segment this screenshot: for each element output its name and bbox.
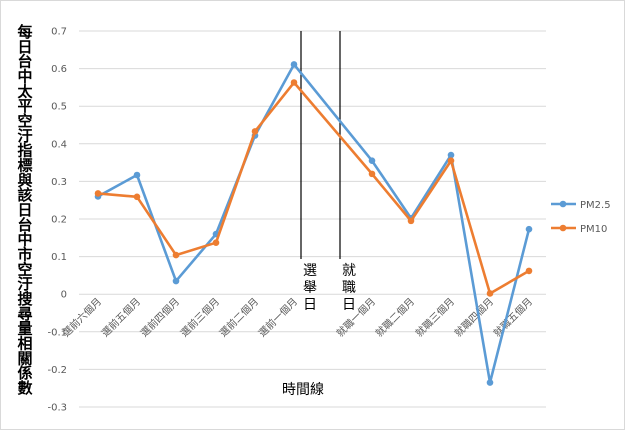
data-point <box>368 170 376 178</box>
data-point <box>486 290 494 297</box>
event-label-char: 就 <box>342 263 356 279</box>
y-axis-label-char: 市 <box>17 246 32 264</box>
data-point <box>133 171 141 179</box>
y-tick-label: -0.1 <box>47 327 67 338</box>
y-tick-label: 0.3 <box>51 177 67 188</box>
y-tick-label: -0.2 <box>47 365 67 376</box>
y-axis-label-char: 該 <box>17 186 32 204</box>
series-line <box>97 81 530 295</box>
data-point <box>486 379 494 386</box>
y-axis-label-char: 空 <box>17 260 32 278</box>
y-axis-label-char: 數 <box>17 379 32 397</box>
y-tick-label: -0.3 <box>47 403 67 414</box>
y-axis-label-char: 中 <box>17 68 32 86</box>
y-axis-label-char: 台 <box>17 216 32 234</box>
legend: PM2.5 PM10 <box>551 200 611 235</box>
x-tick-label: 選前四個月 <box>138 295 183 340</box>
y-tick-label: 0.2 <box>51 215 67 226</box>
x-tick-label: 選前一個月 <box>256 295 301 340</box>
y-tick-label: 0.7 <box>51 27 67 38</box>
y-axis-label-char: 日 <box>17 38 32 56</box>
y-axis-label-char: 台 <box>17 53 32 71</box>
y-axis-label-char: 係 <box>17 364 32 382</box>
event-label-char: 職 <box>342 280 356 296</box>
x-tick-label: 就職四個月 <box>452 295 497 340</box>
event-label: 選舉日 <box>303 263 317 313</box>
y-axis-label-char: 空 <box>17 112 32 130</box>
data-point <box>447 157 455 165</box>
data-point <box>407 217 415 225</box>
legend-marker <box>559 224 567 232</box>
y-axis-label-char: 尋 <box>17 305 32 323</box>
y-axis-label-char: 汙 <box>17 127 32 145</box>
data-point <box>447 151 455 159</box>
data-point <box>212 239 220 246</box>
y-tick-label: 0.5 <box>51 102 67 113</box>
event-label-char: 舉 <box>303 279 317 296</box>
x-tick-label: 選前三個月 <box>178 295 223 340</box>
event-label: 就職日 <box>342 263 356 313</box>
data-point <box>172 277 180 285</box>
y-axis-label-char: 關 <box>17 349 32 367</box>
x-axis-label: 時間線 <box>282 382 324 398</box>
x-tick-label: 就職二個月 <box>373 295 418 340</box>
y-axis-label-char: 搜 <box>17 290 33 308</box>
data-point <box>172 251 180 259</box>
y-axis-label-char: 指 <box>17 142 32 160</box>
legend-label: PM10 <box>580 224 607 235</box>
data-point <box>290 61 298 68</box>
y-tick-label: 0 <box>61 290 67 301</box>
data-point <box>251 128 259 135</box>
y-axis-label-char: 與 <box>17 171 32 189</box>
grid-lines <box>79 30 546 408</box>
y-tick-label: 0.6 <box>51 64 67 75</box>
y-axis-ticks: -0.3 -0.2 -0.1 0 0.1 0.2 0.3 0.4 0.5 0.6 0.7 <box>47 27 67 414</box>
event-label-char: 日 <box>342 297 356 313</box>
y-axis-label-char: 每 <box>17 23 32 41</box>
y-axis-label-char: 標 <box>17 157 32 175</box>
x-tick-label: 選前五個月 <box>99 295 144 340</box>
legend-marker <box>559 200 567 208</box>
y-axis-label-char: 相 <box>17 335 32 353</box>
y-axis-label-char: 平 <box>17 97 32 115</box>
data-point <box>94 190 102 197</box>
y-axis-label-char: 量 <box>17 320 32 338</box>
x-tick-label: 就職五個月 <box>491 295 536 340</box>
data-point <box>133 193 141 201</box>
y-tick-label: 0.1 <box>51 252 67 263</box>
series-lines <box>94 61 533 386</box>
legend-label: PM2.5 <box>580 200 611 211</box>
data-point <box>525 225 533 233</box>
y-axis-label-char: 中 <box>17 231 32 249</box>
data-point <box>525 267 533 275</box>
event-label-char: 日 <box>303 297 317 313</box>
y-axis-label-char: 汙 <box>17 275 32 293</box>
data-point <box>290 79 298 86</box>
x-tick-label: 選前二個月 <box>217 295 262 340</box>
y-axis-label-char: 太 <box>17 82 33 100</box>
y-axis-label-char: 日 <box>17 201 32 219</box>
x-tick-label: 選前六個月 <box>60 295 105 340</box>
data-point <box>368 157 376 165</box>
event-label-char: 選 <box>303 263 317 279</box>
y-tick-label: 0.4 <box>51 139 67 150</box>
x-tick-label: 就職三個月 <box>413 295 458 340</box>
